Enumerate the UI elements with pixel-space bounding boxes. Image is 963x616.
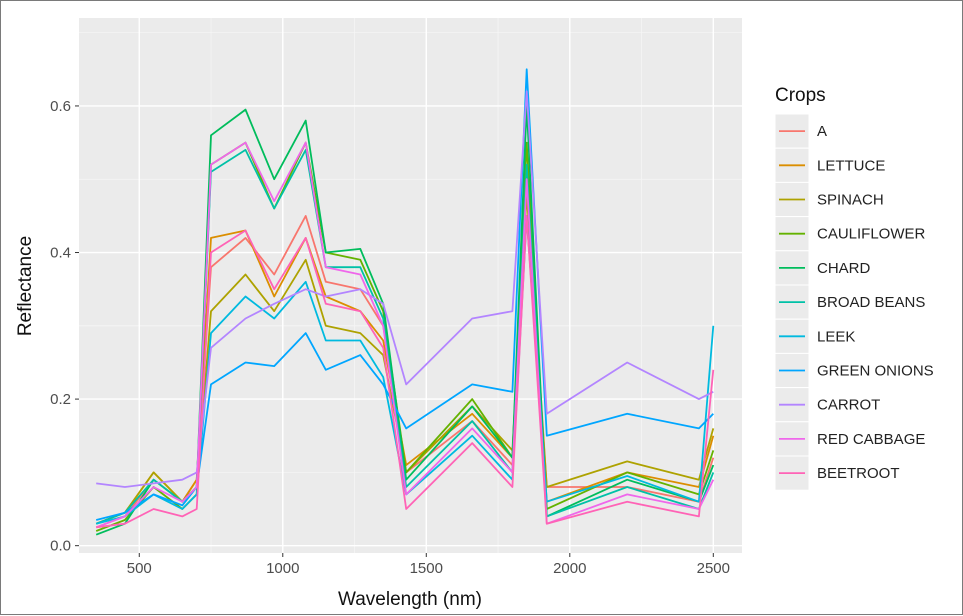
legend-item: LETTUCE xyxy=(774,147,885,183)
legend-title: Crops xyxy=(775,85,826,106)
legend-item: BEETROOT xyxy=(774,455,900,491)
legend-items: A LETTUCE SPINACH CAULIFLOWER CHARD BROAD BEA… xyxy=(774,113,934,491)
legend-label: GREEN ONIONS xyxy=(817,363,934,380)
y-axis: 0.0 0.2 0.4 0.6 xyxy=(50,98,79,555)
legend-item: CARROT xyxy=(774,387,880,423)
legend-item: RED CABBAGE xyxy=(774,421,925,457)
y-tick-label: 0.4 xyxy=(50,245,71,262)
legend-item: SPINACH xyxy=(774,181,884,218)
grid-major xyxy=(79,18,742,553)
legend-label: CARROT xyxy=(817,397,880,414)
y-tick-label: 0.2 xyxy=(50,391,71,408)
legend-label: A xyxy=(817,123,827,140)
legend-item: LEEK xyxy=(774,318,855,354)
series-line-8 xyxy=(96,90,714,488)
legend-label: BEETROOT xyxy=(817,465,900,482)
plot-panel xyxy=(79,18,742,553)
legend-item: A xyxy=(774,113,827,149)
legend-label: LETTUCE xyxy=(817,157,885,174)
y-tick-label: 0.0 xyxy=(50,538,71,555)
legend-label: LEEK xyxy=(817,328,855,345)
legend-item: CHARD xyxy=(774,250,871,286)
x-axis-title: Wavelength (nm) xyxy=(338,589,482,610)
x-tick-label: 500 xyxy=(127,560,152,577)
legend-item: BROAD BEANS xyxy=(774,284,925,320)
y-axis-title: Reflectance xyxy=(15,236,36,336)
series-layer xyxy=(95,68,715,536)
y-tick-label: 0.6 xyxy=(50,98,71,115)
x-tick-label: 1500 xyxy=(410,560,443,577)
legend-item: GREEN ONIONS xyxy=(774,352,934,389)
legend-label: CHARD xyxy=(817,260,871,277)
x-tick-label: 2000 xyxy=(553,560,586,577)
series-line-7 xyxy=(95,68,714,521)
grid-minor xyxy=(79,18,742,553)
legend-label: RED CABBAGE xyxy=(817,431,925,448)
legend-label: CAULIFLOWER xyxy=(817,226,926,243)
legend-item: CAULIFLOWER xyxy=(774,216,926,252)
x-axis: 500 1000 1500 2000 2500 xyxy=(127,553,730,577)
x-tick-label: 1000 xyxy=(266,560,299,577)
legend-label: SPINACH xyxy=(817,192,884,209)
x-tick-label: 2500 xyxy=(697,560,730,577)
legend-label: BROAD BEANS xyxy=(817,294,925,311)
legend: Crops A LETTUCE SPINACH CAULIFLOWER CHARD BRO… xyxy=(774,85,934,491)
series-line-10 xyxy=(96,215,715,529)
